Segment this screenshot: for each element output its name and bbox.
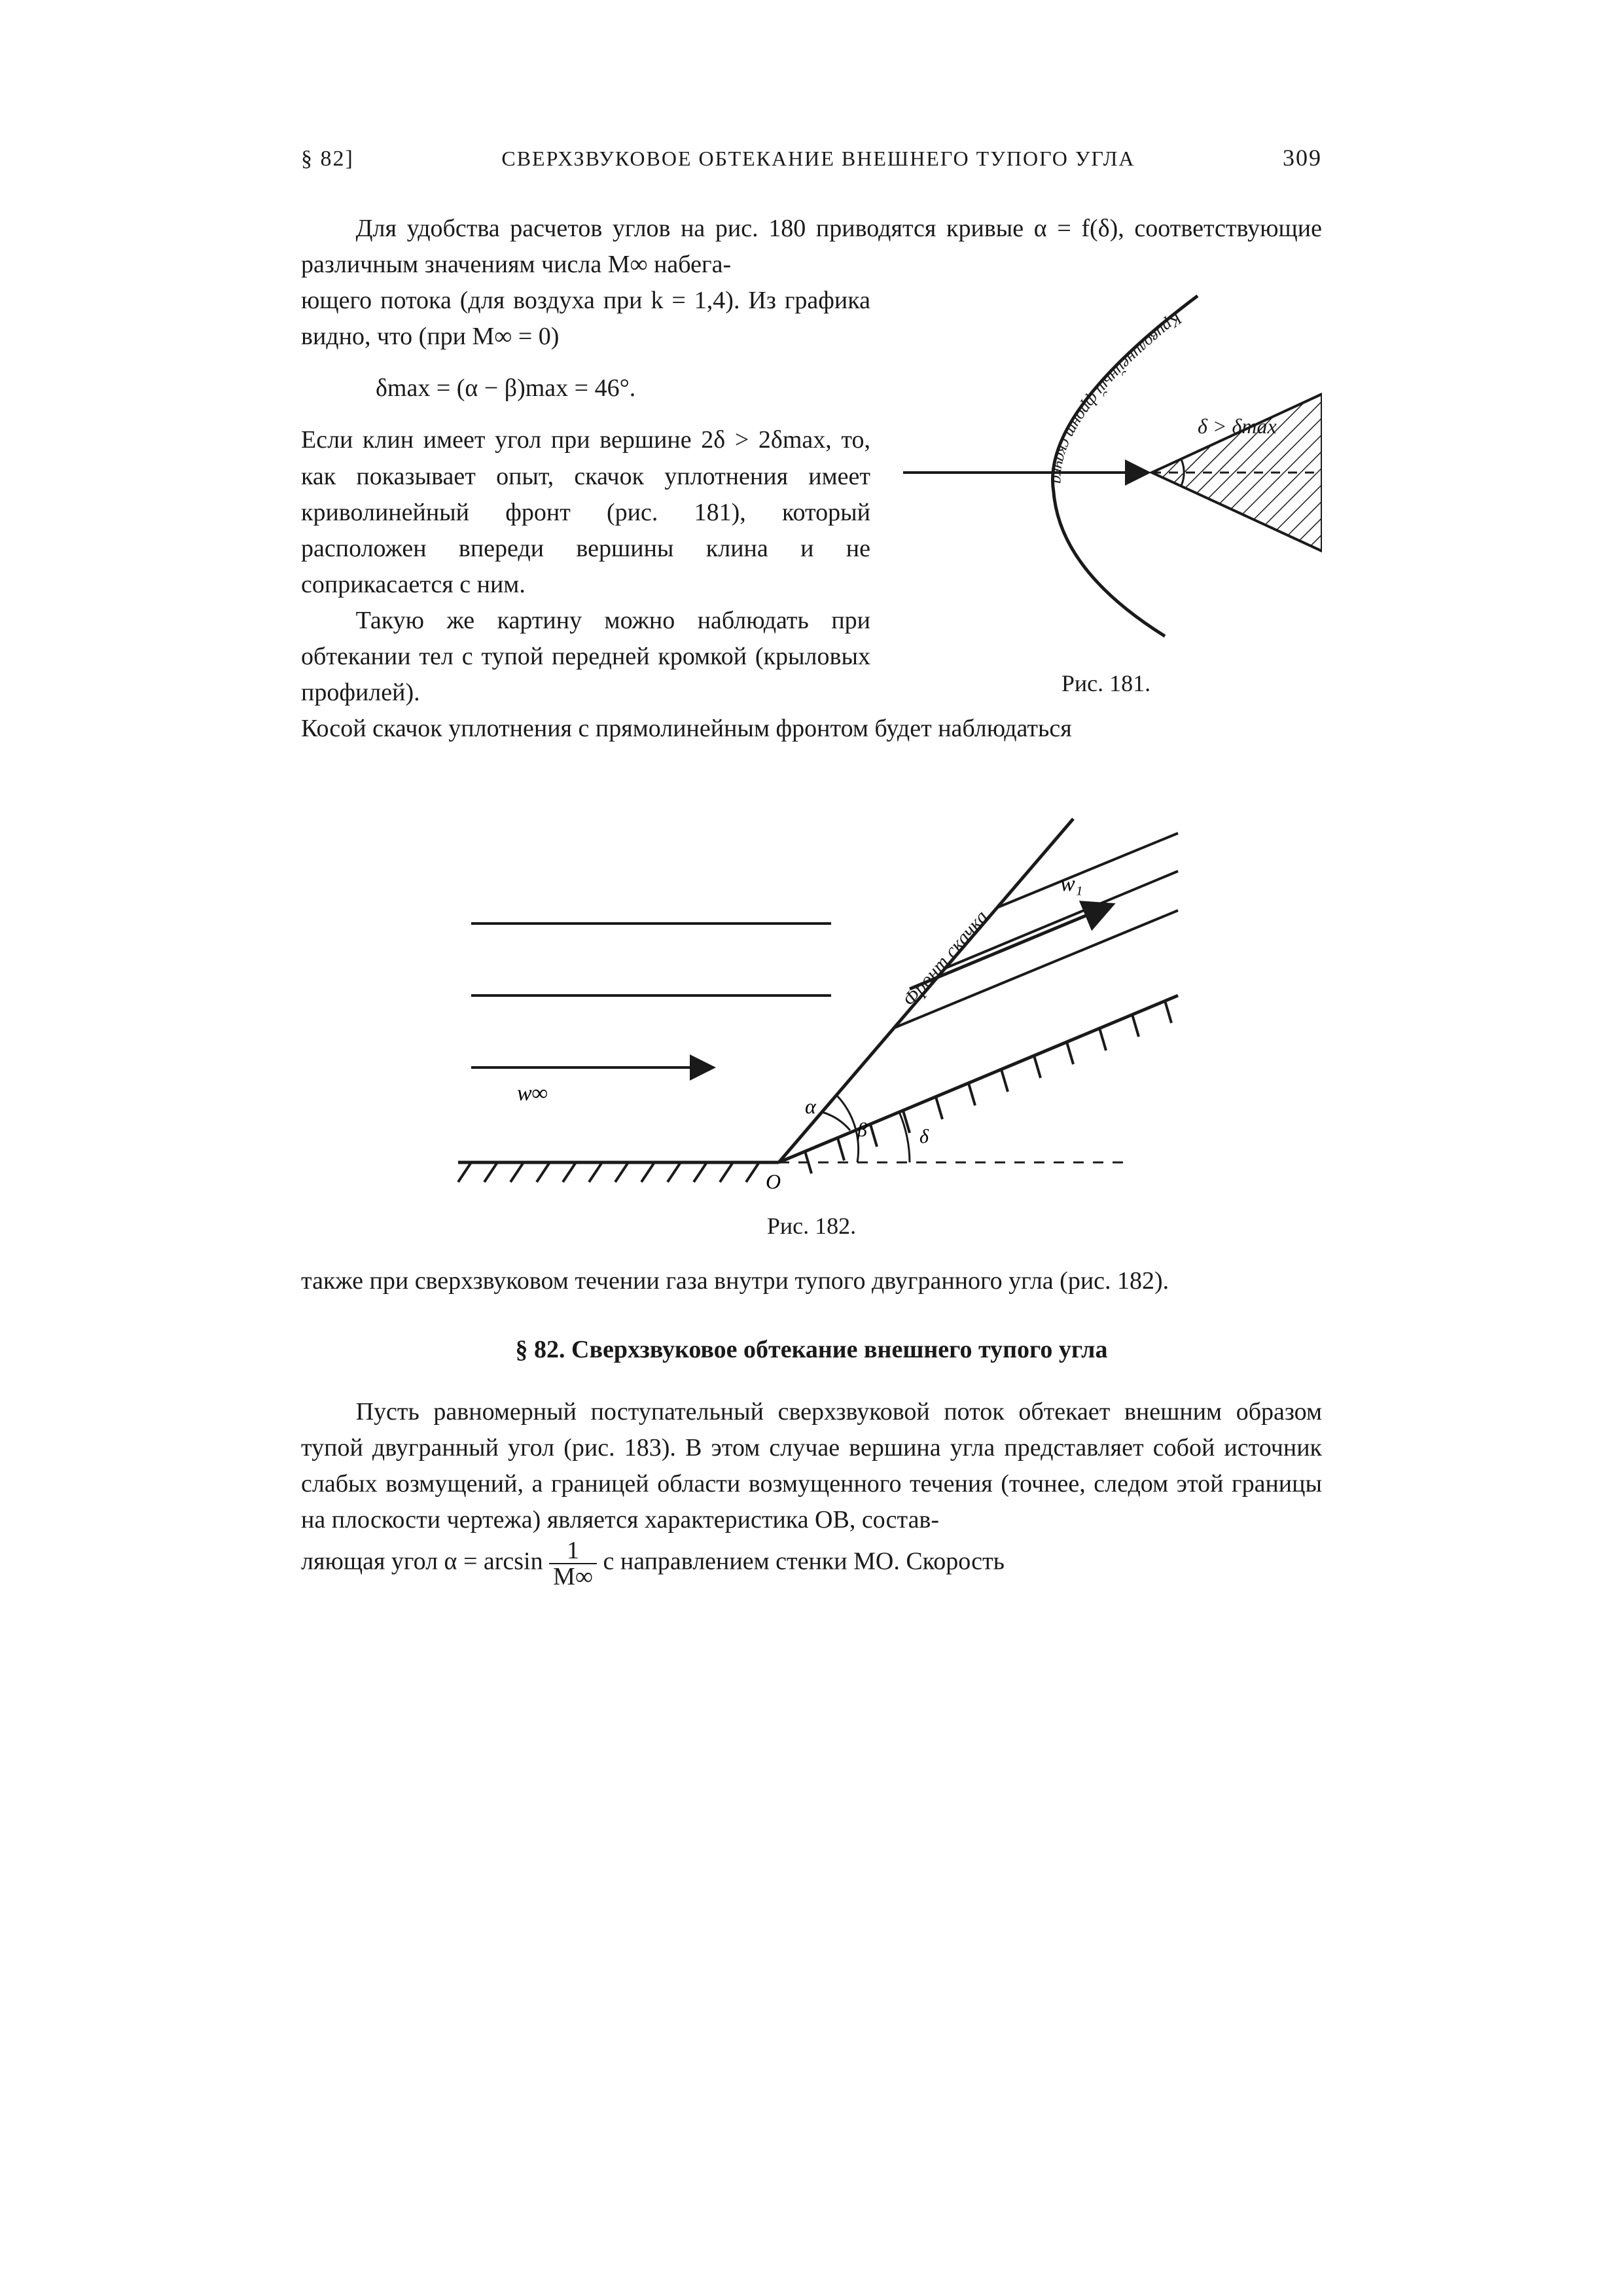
fig182-alpha: α: [805, 1094, 817, 1118]
frac-den: M∞: [549, 1564, 597, 1589]
figure-182-caption: Рис. 182.: [301, 1209, 1322, 1243]
running-head: § 82] СВЕРХЗВУКОВОЕ ОБТЕКАНИЕ ВНЕШНЕГО Т…: [301, 144, 1322, 171]
para-5a: Пусть равномерный поступательный сверхзв…: [301, 1394, 1322, 1538]
fraction-1-over-Minf: 1M∞: [549, 1538, 597, 1589]
fig181-angle-label: δ > δmax: [1198, 414, 1277, 438]
para-5b: ляющая угол α = arcsin 1M∞ с направление…: [301, 1538, 1322, 1589]
figure-181-svg: Криволинейный фронт скачка δ > δmax: [890, 283, 1322, 649]
fig182-shock-label: Фронт скачка: [899, 906, 993, 1011]
figure-181: Криволинейный фронт скачка δ > δmax Рис.…: [890, 283, 1322, 700]
para-5b-post: с направлением стенки MO. Скорость: [597, 1548, 1005, 1575]
section-marker: § 82]: [301, 147, 354, 171]
fig182-w0: w∞: [517, 1081, 548, 1105]
fig181-shock-label: Криволинейный фронт скачка: [1048, 309, 1186, 484]
fig182-delta: δ: [919, 1126, 929, 1147]
para-5b-pre: ляющая угол α = arcsin: [301, 1548, 549, 1575]
figure-181-caption: Рис. 181.: [890, 666, 1322, 700]
figure-182: Фронт скачка w∞ w₁ α β: [301, 773, 1322, 1243]
svg-text:Фронт скачка: Фронт скачка: [899, 906, 993, 1011]
section-heading: § 82. Сверхзвуковое обтекание внешнего т…: [301, 1332, 1322, 1368]
para-3-tail: Косой скачок уплотнения с прямолинейным …: [301, 711, 1322, 747]
fig182-w1: w₁: [1060, 872, 1083, 896]
text-body: Для удобства расчетов углов на рис. 180 …: [301, 211, 1322, 1589]
two-column-block: Криволинейный фронт скачка δ > δmax Рис.…: [301, 283, 1322, 711]
frac-num: 1: [549, 1538, 597, 1564]
para-4: также при сверхзвуковом течении газа вну…: [301, 1263, 1322, 1299]
figure-182-svg: Фронт скачка w∞ w₁ α β: [412, 773, 1211, 1192]
running-title: СВЕРХЗВУКОВОЕ ОБТЕКАНИЕ ВНЕШНЕГО ТУПОГО …: [354, 147, 1283, 171]
fig182-origin: O: [766, 1170, 781, 1192]
para-1a: Для удобства расчетов углов на рис. 180 …: [301, 211, 1322, 283]
page-number: 309: [1283, 144, 1322, 171]
svg-text:Криволинейный фронт скачка: Криволинейный фронт скачка: [1048, 309, 1186, 484]
fig182-beta: β: [857, 1119, 867, 1141]
page-body: § 82] СВЕРХЗВУКОВОЕ ОБТЕКАНИЕ ВНЕШНЕГО Т…: [301, 144, 1322, 1589]
